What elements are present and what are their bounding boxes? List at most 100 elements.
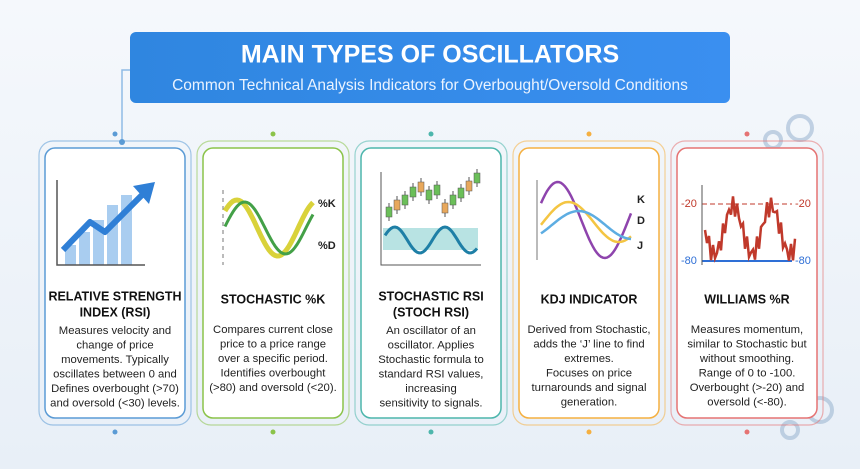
candle [449, 194, 457, 206]
card-title: WILLIAMS %R [704, 292, 789, 306]
card: KD J KDJ INDICATOR Derived from Stochastic,… [512, 131, 666, 435]
connector-dot [428, 429, 434, 435]
arrow-head [133, 182, 155, 204]
card-description: extremes. [564, 353, 614, 365]
card-description: over a specific period. [218, 353, 328, 365]
card-title: INDEX (RSI) [80, 305, 151, 319]
candle [409, 186, 417, 198]
candle [393, 199, 401, 211]
card-description: Compares current close [213, 324, 333, 336]
candle [441, 202, 449, 214]
connector-dot [744, 429, 750, 435]
card-outline [512, 140, 666, 426]
card-description: Focuses on price [546, 367, 632, 379]
icon-label: -80 [681, 255, 697, 267]
title: MAIN TYPES OF OSCILLATORS [241, 41, 619, 69]
card-description: Defines overbought (>70) [51, 383, 179, 395]
card-description: oversold (<-80). [707, 396, 786, 408]
card-title: RELATIVE STRENGTH [48, 289, 181, 303]
k-line [222, 197, 315, 259]
card-description: turnarounds and signal [532, 382, 647, 394]
card-description: increasing [405, 383, 457, 395]
card-title: STOCHASTIC RSI [378, 289, 483, 303]
card-description: standard RSI values, [379, 368, 484, 380]
card-outline [354, 140, 508, 426]
card-description: adds the ‘J’ line to find [533, 338, 644, 350]
icon-label: %D [318, 240, 336, 252]
d-line [223, 200, 315, 256]
connector-dot [586, 131, 592, 137]
k-line [540, 209, 632, 241]
card-description: generation. [561, 396, 618, 408]
card: %K %D STOCHASTIC %K Compares current close p… [196, 131, 350, 435]
icon-label: -20 [681, 198, 697, 210]
card: STOCHASTIC RSI (STOCH RSI) An oscillator o… [354, 131, 508, 435]
card: -20 -20 -80 -80 WILLIAMS %R Measures momentum… [670, 131, 824, 435]
icon-label: J [637, 240, 643, 252]
bar [121, 195, 132, 265]
card-description: and oversold (<30) levels. [50, 397, 180, 409]
card-description: Measures velocity and [59, 325, 171, 337]
card-description: Derived from Stochastic, [527, 324, 650, 336]
card-outline [670, 140, 824, 426]
card-description: Measures momentum, [691, 324, 803, 336]
card-body [518, 147, 660, 419]
card-title: (STOCH RSI) [393, 305, 469, 319]
card-description: Overbought (>-20) and [690, 382, 805, 394]
card-description: oscillates between 0 and [53, 368, 177, 380]
card-description: price to a price range [220, 338, 326, 350]
axis [56, 180, 145, 266]
candle [457, 187, 465, 199]
j-line [539, 180, 633, 260]
card-description: sensitivity to signals. [380, 397, 483, 409]
card-description: Stochastic formula to [378, 354, 483, 366]
card-description: similar to Stochastic but [687, 338, 807, 350]
card-description: (>80) and oversold (<20). [209, 382, 336, 394]
williams-line [703, 196, 797, 263]
subtitle: Common Technical Analysis Indicators for… [172, 77, 688, 94]
stoch-rsi-line [383, 225, 479, 255]
candle [425, 189, 433, 201]
card-description: oscillator. Applies [388, 339, 475, 351]
bar [65, 245, 76, 265]
connector-dot [744, 131, 750, 137]
card-outline [38, 140, 192, 426]
icon-label: -80 [795, 255, 811, 267]
card-description: without smoothing. [699, 353, 794, 365]
icon-label: D [637, 215, 645, 227]
icon-label: -20 [795, 198, 811, 210]
card-outline [196, 140, 350, 426]
candle [385, 206, 393, 218]
card-body [202, 147, 344, 419]
cards: RELATIVE STRENGTH INDEX (RSI) Measures vel… [38, 131, 824, 435]
card-title: STOCHASTIC %K [221, 292, 326, 306]
card-body [360, 147, 502, 419]
card-description: Identifies overbought [221, 367, 327, 379]
connector [121, 69, 130, 142]
bar [79, 232, 90, 265]
candle [401, 194, 409, 206]
bar [93, 220, 104, 265]
card-title: KDJ INDICATOR [541, 292, 638, 306]
axis [380, 172, 481, 266]
card-description: An oscillator of an [386, 325, 476, 337]
connector-dot [112, 429, 118, 435]
trend-arrow [60, 189, 148, 253]
candle [473, 172, 481, 184]
connector-dot [270, 429, 276, 435]
header-box [130, 32, 730, 103]
icon-label: %K [318, 198, 336, 210]
card-body [44, 147, 186, 419]
connector-dot [270, 131, 276, 137]
card-body [676, 147, 818, 419]
icon-label: K [637, 194, 645, 206]
bar [107, 205, 118, 265]
card-description: change of price [76, 339, 153, 351]
card-description: movements. Typically [61, 354, 169, 366]
connector-dot [428, 131, 434, 137]
connector-dot [119, 139, 125, 145]
connector-dot [112, 131, 118, 137]
candle [465, 180, 473, 192]
